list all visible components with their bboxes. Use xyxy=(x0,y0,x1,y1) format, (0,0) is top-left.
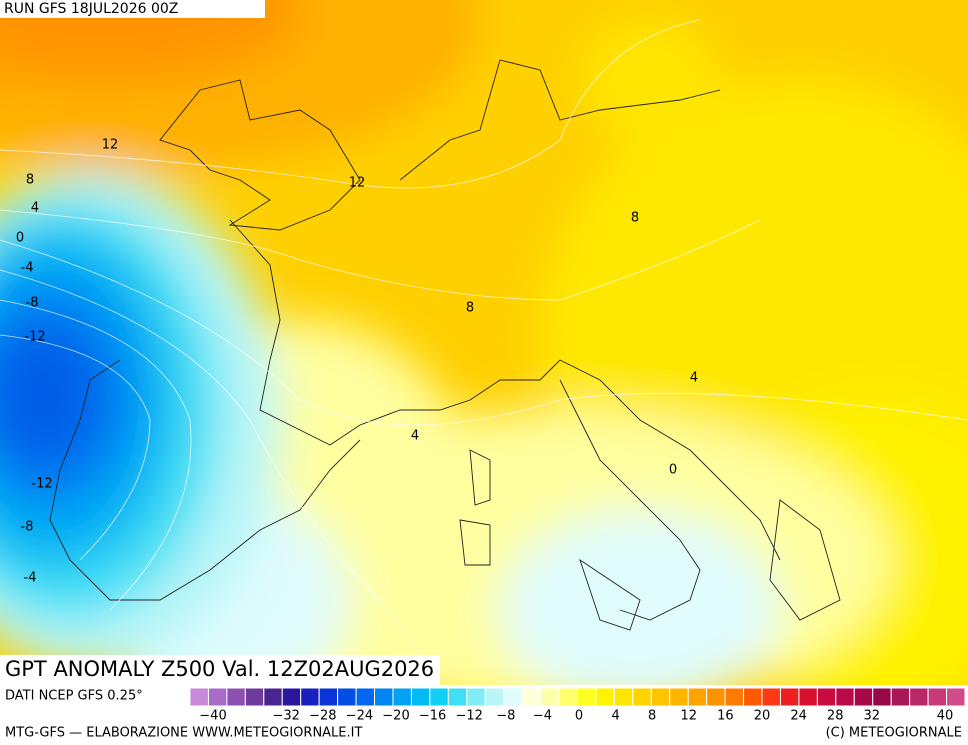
color-swatch xyxy=(706,687,726,707)
color-swatch xyxy=(650,687,671,707)
color-swatch xyxy=(374,687,394,707)
footer-left: MTG-GFS — ELABORAZIONE WWW.METEOGIORNALE… xyxy=(5,726,362,741)
color-bar-label: 28 xyxy=(827,709,844,724)
color-swatch xyxy=(613,687,634,707)
color-bar-label: 12 xyxy=(681,709,698,724)
color-swatch xyxy=(761,687,781,707)
contour-label: -4 xyxy=(21,261,34,276)
contour-label: 8 xyxy=(466,301,474,316)
coastlines xyxy=(49,59,841,631)
color-bar-label: −28 xyxy=(309,709,336,724)
color-bar xyxy=(189,687,966,707)
color-swatch xyxy=(779,687,800,707)
color-swatch xyxy=(558,687,578,707)
color-swatch xyxy=(872,687,892,707)
source-label: DATI NCEP GFS 0.25° xyxy=(5,689,143,704)
contour-label: 8 xyxy=(631,211,639,226)
color-swatch xyxy=(244,687,265,707)
color-swatch xyxy=(521,687,542,707)
color-swatch xyxy=(909,687,929,707)
color-swatch xyxy=(743,687,763,707)
contour-label: -8 xyxy=(21,520,34,535)
contour-label: -12 xyxy=(24,330,45,345)
color-swatch xyxy=(835,687,855,707)
color-swatch xyxy=(669,687,689,707)
contour-label: 8 xyxy=(26,173,34,188)
contours xyxy=(0,19,968,685)
color-swatch xyxy=(207,687,228,707)
color-swatch xyxy=(687,687,708,707)
color-bar-label: −12 xyxy=(455,709,482,724)
color-swatch xyxy=(816,687,837,707)
color-bar-label: 4 xyxy=(611,709,619,724)
contour-label: 0 xyxy=(16,231,24,246)
color-bar-label: −16 xyxy=(419,709,446,724)
run-box xyxy=(0,0,265,18)
color-swatch xyxy=(447,687,468,707)
color-bar-label: 24 xyxy=(790,709,807,724)
color-swatch xyxy=(595,687,615,707)
color-swatch xyxy=(853,687,874,707)
color-swatch xyxy=(337,687,357,707)
contour-label: 4 xyxy=(31,201,39,216)
run-label: RUN GFS 18JUL2026 00Z xyxy=(4,1,178,17)
contour-label: 0 xyxy=(669,463,677,478)
color-bar-labels: −40 −32 −28 −24 −20 −16 −12 −8 −4 0 4 8 12 16 20 24 28 32… xyxy=(199,709,953,724)
contour-label: -8 xyxy=(26,296,39,311)
color-swatch xyxy=(577,687,597,707)
contour-label: 12 xyxy=(102,138,119,153)
contour-label: -4 xyxy=(24,571,37,586)
color-bar-label: 20 xyxy=(754,709,771,724)
color-swatch xyxy=(263,687,283,707)
color-bar-label: −40 xyxy=(199,709,226,724)
color-bar-label: −24 xyxy=(346,709,373,724)
contour-label: 4 xyxy=(411,429,419,444)
map-title: GPT ANOMALY Z500 Val. 12Z02AUG2026 xyxy=(5,657,434,681)
color-bar-label: 0 xyxy=(575,709,583,724)
color-swatch xyxy=(927,687,948,707)
contour-label: 12 xyxy=(349,176,366,191)
color-bar-label: −32 xyxy=(272,709,299,724)
color-swatch xyxy=(503,687,523,707)
color-bar-label: −8 xyxy=(496,709,515,724)
footer-right: (C) METEOGIORNALE xyxy=(826,726,962,741)
contour-label: 4 xyxy=(690,371,698,386)
contour-label: -12 xyxy=(31,477,52,492)
color-swatch xyxy=(392,687,412,707)
color-swatch xyxy=(355,687,376,707)
color-swatch xyxy=(429,687,449,707)
color-bar-label: 8 xyxy=(648,709,656,724)
color-swatch xyxy=(281,687,302,707)
color-bar-label: 32 xyxy=(864,709,881,724)
color-swatch xyxy=(318,687,339,707)
color-swatch xyxy=(484,687,505,707)
title-box xyxy=(0,655,440,685)
color-swatch xyxy=(226,687,246,707)
color-swatch xyxy=(540,687,560,707)
color-bar-label: −4 xyxy=(533,709,552,724)
color-swatch xyxy=(466,687,486,707)
color-swatch xyxy=(798,687,818,707)
color-swatch xyxy=(300,687,320,707)
color-swatch xyxy=(410,687,431,707)
color-swatch xyxy=(724,687,745,707)
color-swatch xyxy=(632,687,652,707)
color-swatch xyxy=(189,687,209,707)
color-bar-label: −20 xyxy=(382,709,409,724)
color-swatch xyxy=(946,687,966,707)
color-bar-label: 40 xyxy=(937,709,954,724)
color-swatch xyxy=(890,687,911,707)
color-bar-label: 16 xyxy=(717,709,734,724)
